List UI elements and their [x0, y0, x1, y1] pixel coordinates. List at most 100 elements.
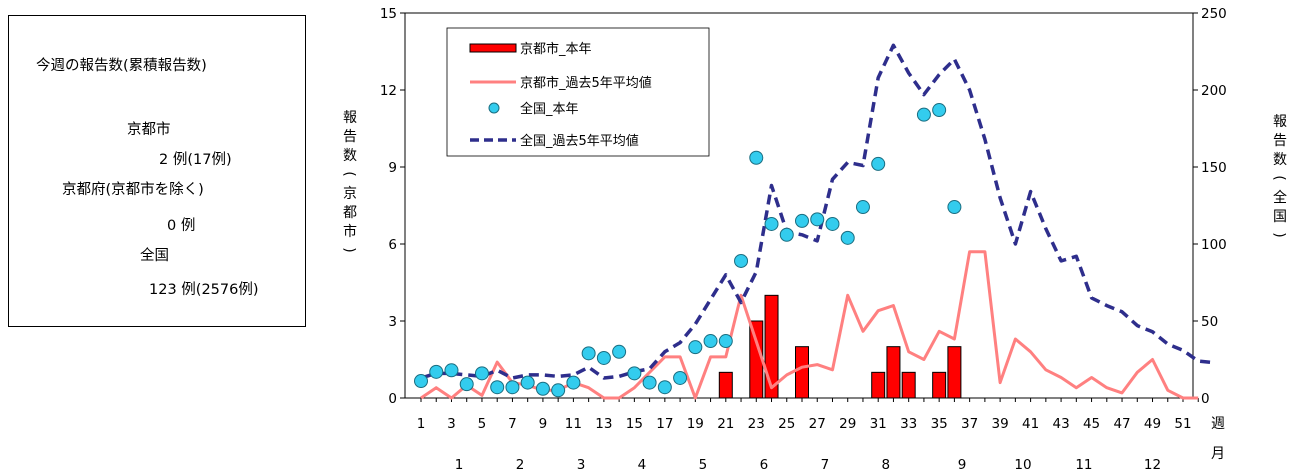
axis-title-char: 数: [343, 148, 357, 164]
axis-title-char: 全: [1273, 189, 1287, 206]
x-month-label: 7: [821, 457, 830, 473]
y-right-tick-label: 100: [1201, 237, 1227, 253]
kyoto-bar: [764, 294, 779, 399]
x-week-tick-label: 5: [478, 416, 487, 432]
kyoto-avg-line-group: [420, 250, 1199, 400]
national-dot: [703, 334, 718, 349]
x-week-tick-label: 9: [539, 416, 548, 432]
x-week-tick-label: 7: [508, 416, 517, 432]
national-dot: [932, 103, 947, 118]
axis-title-char: ): [1271, 232, 1287, 237]
x-axis-title-week: 週: [1211, 416, 1225, 432]
national-dot: [871, 156, 886, 171]
x-week-tick-label: 27: [809, 416, 826, 432]
national-dot: [825, 216, 840, 231]
x-week-tick-label: 37: [961, 416, 978, 432]
kyoto-bar: [795, 346, 809, 399]
national-dot: [520, 375, 535, 390]
y-right-axis-title: 報告数 ( 全国): [1271, 114, 1287, 238]
national-dot: [947, 200, 962, 215]
axis-title-char: ): [341, 247, 357, 252]
y-left-tick-label: 9: [388, 160, 397, 176]
x-month-label: 2: [516, 457, 525, 473]
national-dot: [688, 340, 703, 355]
x-week-tick-label: 11: [565, 416, 582, 432]
x-week-tick-label: 23: [748, 416, 765, 432]
x-week-tick-label: 21: [717, 416, 734, 432]
y-left-tick-label: 15: [380, 6, 397, 22]
kyoto-bar: [718, 371, 733, 399]
national-dot: [535, 381, 550, 396]
national-dot: [612, 344, 627, 359]
national-avg-line: [420, 43, 1214, 380]
x-week-tick-label: 41: [1022, 416, 1039, 432]
national-dot: [474, 366, 489, 381]
x-month-label: 6: [760, 457, 769, 473]
national-dot: [916, 107, 931, 122]
axis-title-char: 告: [1273, 133, 1287, 149]
summary-title: 今週の報告数(累積報告数): [36, 58, 207, 74]
x-week-tick-label: 3: [447, 416, 456, 432]
legend-bar-swatch: [469, 43, 517, 53]
national-dot: [749, 150, 764, 165]
national-dot: [414, 374, 428, 389]
x-month-label: 3: [577, 457, 586, 473]
national-dots: [414, 103, 962, 398]
legend: 京都市_本年 京都市_過去5年平均値 全国_本年 全国_過去5年平均値: [446, 27, 710, 157]
kyoto-bar: [947, 346, 962, 399]
kyoto-bar: [932, 371, 947, 399]
kyoto-pref-value: 0 例: [167, 218, 196, 234]
national-dot: [840, 230, 855, 245]
x-week-tick-label: 39: [992, 416, 1009, 432]
y-right-tick-label: 200: [1201, 83, 1227, 99]
axis-title-char: 数: [1273, 152, 1287, 168]
national-dot: [673, 370, 688, 385]
national-dot: [581, 346, 596, 361]
national-dot: [855, 200, 870, 215]
x-week-tick-label: 15: [626, 416, 643, 432]
y-left-axis-title: 報告数 (京都市): [341, 110, 357, 253]
x-week-tick-label: 35: [931, 416, 948, 432]
x-week-tick-label: 25: [778, 416, 795, 432]
y-left-tick-label: 3: [388, 314, 397, 330]
y-left-tick-label: 0: [388, 391, 397, 407]
y-left-tick-label: 12: [380, 83, 397, 99]
axis-title-char: 報: [1273, 114, 1287, 130]
x-week-tick-label: 49: [1144, 416, 1161, 432]
axis-title-char: 告: [343, 129, 357, 145]
axis-titles: 報告数 (京都市) 報告数 (全国) 週月: [341, 110, 1287, 462]
axis-title-char: 国: [1273, 209, 1287, 225]
national-avg-line-group: [420, 43, 1214, 380]
x-month-label: 1: [455, 457, 464, 473]
national-dot: [627, 366, 642, 381]
axis-title-char: (: [341, 171, 357, 176]
national-dot: [764, 216, 779, 231]
x-month-label: 9: [958, 457, 967, 473]
national-dot: [444, 363, 459, 378]
x-week-tick-label: 43: [1052, 416, 1069, 432]
national-value: 123 例(2576例): [149, 282, 259, 298]
kyoto-avg-line: [420, 250, 1199, 400]
summary-box: 今週の報告数(累積報告数) 京都市 2 例(17例) 京都府(京都市を除く) 0…: [8, 15, 306, 327]
x-week-tick-label: 45: [1083, 416, 1100, 432]
x-week-tick-label: 1: [417, 416, 426, 432]
y-right-tick-label: 150: [1201, 160, 1227, 176]
x-week-tick-label: 19: [687, 416, 704, 432]
axis-title-char: (: [1271, 175, 1287, 180]
national-dot: [657, 380, 672, 395]
national-dot: [779, 227, 794, 242]
x-week-tick-label: 17: [656, 416, 673, 432]
kyoto-pref-label: 京都府(京都市を除く): [62, 182, 204, 198]
x-month-label: 5: [699, 457, 708, 473]
national-dot: [490, 380, 505, 395]
kyoto-bars: [718, 294, 962, 399]
x-week-tick-label: 31: [870, 416, 887, 432]
national-dot: [642, 375, 657, 390]
x-month-label: 12: [1144, 457, 1161, 473]
national-label: 全国: [140, 248, 169, 264]
national-dot: [596, 350, 611, 365]
x-axis-title-month: 月: [1211, 446, 1225, 462]
legend-label-national-dot: 全国_本年: [520, 101, 579, 117]
